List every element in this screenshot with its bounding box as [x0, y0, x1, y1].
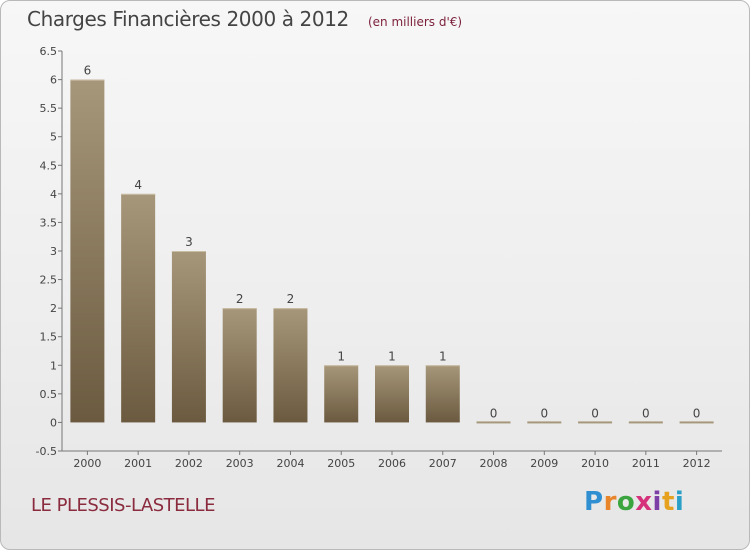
logo-letter: o	[616, 487, 636, 517]
chart-subtitle: (en milliers d'€)	[367, 15, 463, 29]
bar	[324, 365, 359, 423]
x-tick-label: 2006	[378, 457, 406, 470]
x-tick-label: 2004	[276, 457, 304, 470]
data-label: 1	[439, 349, 447, 363]
y-tick-label: 1.5	[40, 331, 58, 344]
y-tick-label: 6.5	[40, 45, 58, 58]
y-tick-label: 2.5	[40, 274, 58, 287]
y-tick-label: 5	[50, 131, 57, 144]
y-tick-label: 4	[50, 188, 57, 201]
data-label: 6	[84, 64, 92, 78]
data-label: 0	[490, 406, 498, 420]
y-tick-label: 4.5	[40, 159, 58, 172]
logo-letter: i	[652, 487, 662, 517]
logo-letter: i	[674, 487, 685, 517]
y-tick-label: 1	[50, 359, 57, 372]
data-labels: 6 4 3 2 2 1 1 1 0 0 0 0 0	[84, 64, 701, 421]
bar	[121, 193, 156, 423]
commune-name: LE PLESSIS-LASTELLE	[31, 495, 215, 516]
data-label: 0	[591, 406, 599, 420]
data-label: 1	[337, 349, 345, 363]
x-tick-label: 2003	[226, 457, 254, 470]
chart-title: Charges Financières 2000 à 2012	[27, 7, 349, 31]
logo-letter: P	[584, 487, 604, 517]
y-tick-label: 0	[50, 416, 57, 429]
logo-letter: t	[661, 487, 675, 517]
logo-letter: x	[635, 487, 653, 517]
bar	[628, 421, 663, 424]
proxiti-logo: Proxiti	[584, 487, 684, 517]
data-label: 3	[185, 235, 193, 249]
y-tick-label: 2	[50, 302, 57, 315]
data-label: 0	[642, 406, 650, 420]
bar	[273, 308, 308, 423]
x-tick-label: 2012	[683, 457, 711, 470]
x-tick-label: 2000	[73, 457, 101, 470]
title-row: Charges Financières 2000 à 2012 (en mill…	[27, 7, 462, 31]
y-tick-label: 5.5	[40, 102, 58, 115]
data-label: 4	[134, 178, 142, 192]
bar	[679, 421, 714, 424]
bars	[70, 79, 714, 424]
y-tick-label: 0.5	[40, 388, 58, 401]
bar	[171, 251, 206, 423]
logo-letter: r	[603, 487, 617, 517]
y-tick-label: 3.5	[40, 216, 58, 229]
x-tick-label: 2009	[530, 457, 558, 470]
data-label: 0	[540, 406, 548, 420]
x-tick-label: 2001	[124, 457, 152, 470]
data-label: 2	[287, 292, 295, 306]
bar	[476, 421, 511, 424]
x-tick-label: 2005	[327, 457, 355, 470]
x-tick-label: 2010	[581, 457, 609, 470]
bar	[375, 365, 409, 423]
x-tick-label: 2011	[632, 457, 660, 470]
data-label: 1	[388, 349, 396, 363]
bar	[70, 79, 105, 423]
bar	[425, 365, 460, 423]
x-tick-label: 2002	[175, 457, 203, 470]
data-label: 2	[236, 292, 244, 306]
bar	[222, 308, 257, 423]
data-label: 0	[693, 406, 701, 420]
x-tick-label: 2007	[429, 457, 457, 470]
bar	[578, 421, 613, 424]
x-tick-label: 2008	[480, 457, 508, 470]
y-tick-label: 3	[50, 245, 57, 258]
y-tick-label: 6	[50, 74, 57, 87]
y-tick-label: -0.5	[36, 445, 57, 458]
bar	[527, 421, 562, 424]
